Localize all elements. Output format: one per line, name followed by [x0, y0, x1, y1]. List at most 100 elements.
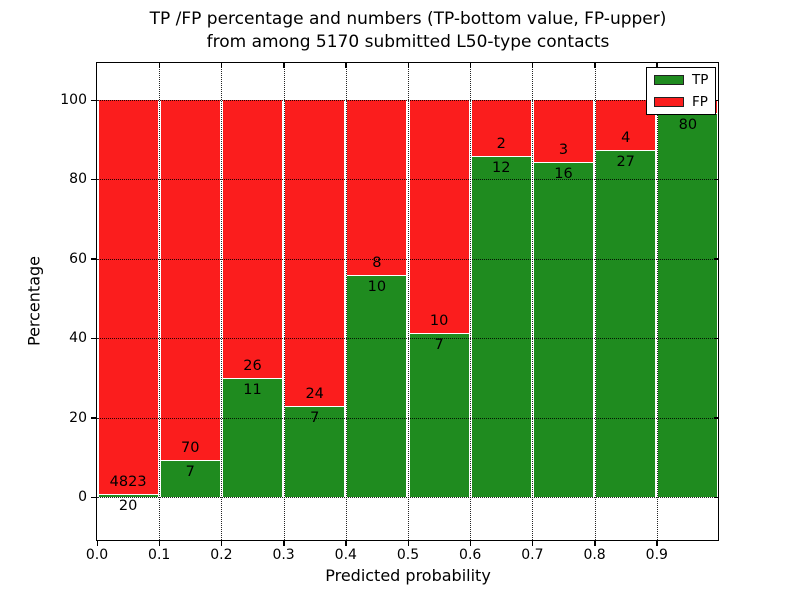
legend-label-tp: TP — [692, 71, 709, 88]
v-gridline — [532, 63, 534, 540]
x-tick-mark — [407, 540, 409, 546]
y-tick-mark — [91, 337, 97, 340]
x-tick-label: 0.9 — [645, 547, 668, 563]
x-tick-mark-inner-top — [407, 63, 409, 68]
bar-segment-tp — [533, 162, 594, 497]
tp-count-label: 12 — [492, 159, 511, 176]
bar-segment-tp — [98, 495, 158, 497]
fp-count-label: 70 — [181, 439, 200, 456]
bar-segment-fp — [347, 100, 407, 277]
bar-segment-tp — [658, 114, 718, 497]
y-tick-mark-inner-right — [714, 178, 719, 181]
v-gridline — [221, 63, 223, 540]
v-gridline — [470, 63, 472, 540]
x-tick-label: 0.8 — [583, 547, 606, 563]
tp-count-label: 20 — [118, 498, 138, 515]
fp-count-label: 2 — [496, 135, 506, 152]
y-tick-label: 0 — [78, 489, 87, 505]
x-tick-mark — [283, 540, 285, 546]
fp-count-label: 4823 — [109, 474, 147, 491]
x-axis-label: Predicted probability — [325, 566, 491, 585]
bar-segment-fp — [533, 100, 594, 163]
bar-segment-tp — [222, 378, 283, 497]
y-tick-mark-inner-right — [714, 258, 719, 260]
v-gridline — [594, 63, 596, 540]
bar-segment-fp — [160, 100, 220, 461]
tp-count-label: 11 — [243, 381, 262, 398]
tp-count-label: 10 — [367, 279, 387, 296]
v-gridline — [656, 63, 658, 540]
x-tick-label: 0.0 — [85, 547, 109, 563]
y-tick-label: 100 — [60, 92, 87, 108]
x-tick-mark — [469, 540, 472, 546]
y-tick-mark — [91, 99, 97, 101]
bar-segment-fp — [98, 100, 158, 496]
bar-segment-tp — [160, 460, 220, 497]
fp-count-label: 4 — [621, 130, 631, 147]
v-gridline — [408, 63, 409, 540]
x-tick-mark-inner-top — [345, 63, 347, 68]
legend-label-fp: FP — [692, 93, 708, 110]
x-tick-mark — [158, 540, 161, 546]
bar-segment-tp — [471, 156, 531, 497]
bar-segment-fp — [409, 100, 469, 334]
x-tick-mark — [656, 540, 658, 546]
bar-segment-tp — [347, 276, 407, 497]
y-tick-label: 60 — [69, 250, 87, 267]
y-tick-mark — [91, 178, 97, 181]
x-tick-mark — [345, 540, 347, 546]
y-tick-mark — [91, 417, 97, 419]
y-tick-label: 80 — [69, 171, 87, 188]
tp-count-label: 27 — [616, 154, 635, 171]
x-tick-mark — [594, 540, 596, 546]
fp-count-label: 10 — [429, 312, 449, 329]
x-tick-label: 0.1 — [148, 547, 171, 563]
y-tick-mark-inner-right — [714, 417, 719, 419]
y-tick-label: 20 — [69, 409, 87, 426]
y-tick-mark — [91, 258, 97, 260]
x-tick-mark-inner-top — [283, 63, 285, 68]
legend-row-tp: TP — [647, 69, 715, 90]
x-tick-mark-inner-top — [594, 63, 596, 68]
bar-segment-tp — [409, 333, 469, 497]
chart-title-line1: TP /FP percentage and numbers (TP-bottom… — [149, 9, 667, 29]
legend: TP FP — [646, 67, 716, 115]
v-gridline — [159, 63, 161, 540]
fp-count-label: 24 — [305, 386, 324, 403]
tp-count-label: 7 — [310, 410, 320, 427]
legend-row-fp: FP — [647, 91, 715, 112]
bar-segment-fp — [471, 100, 531, 157]
fp-count-label: 26 — [243, 357, 262, 374]
x-tick-label: 0.3 — [272, 547, 295, 563]
tp-count-label: 16 — [554, 165, 573, 182]
x-tick-label: 0.7 — [521, 547, 544, 563]
bar-segment-tp — [285, 407, 345, 497]
x-tick-mark — [96, 540, 98, 546]
v-gridline — [283, 63, 285, 540]
tp-count-label: 7 — [434, 336, 444, 353]
y-tick-mark — [91, 496, 97, 498]
y-tick-label: 40 — [69, 330, 87, 347]
bar-segment-tp — [596, 151, 656, 497]
x-tick-label: 0.4 — [334, 547, 357, 563]
x-tick-mark-inner-top — [158, 63, 161, 68]
v-gridline — [345, 63, 347, 540]
y-tick-mark-inner-right — [714, 496, 719, 498]
x-tick-mark-inner-top — [220, 63, 223, 68]
bar-segment-fp — [222, 100, 283, 379]
bar-segment-fp — [596, 100, 656, 152]
x-tick-label: 0.5 — [396, 547, 420, 563]
fp-count-label: 3 — [558, 141, 569, 158]
y-tick-mark-inner-right — [714, 99, 719, 101]
bar-segment-fp — [285, 100, 345, 408]
x-tick-mark — [531, 540, 534, 546]
x-tick-mark-inner-top — [531, 63, 534, 68]
tp-count-label: 7 — [185, 463, 195, 480]
x-tick-mark-inner-top — [656, 63, 658, 68]
fp-count-label: 8 — [372, 255, 382, 272]
fp-red-swatch-icon — [654, 96, 684, 107]
x-tick-label: 0.2 — [210, 547, 233, 563]
tp-green-swatch-icon — [654, 74, 684, 85]
